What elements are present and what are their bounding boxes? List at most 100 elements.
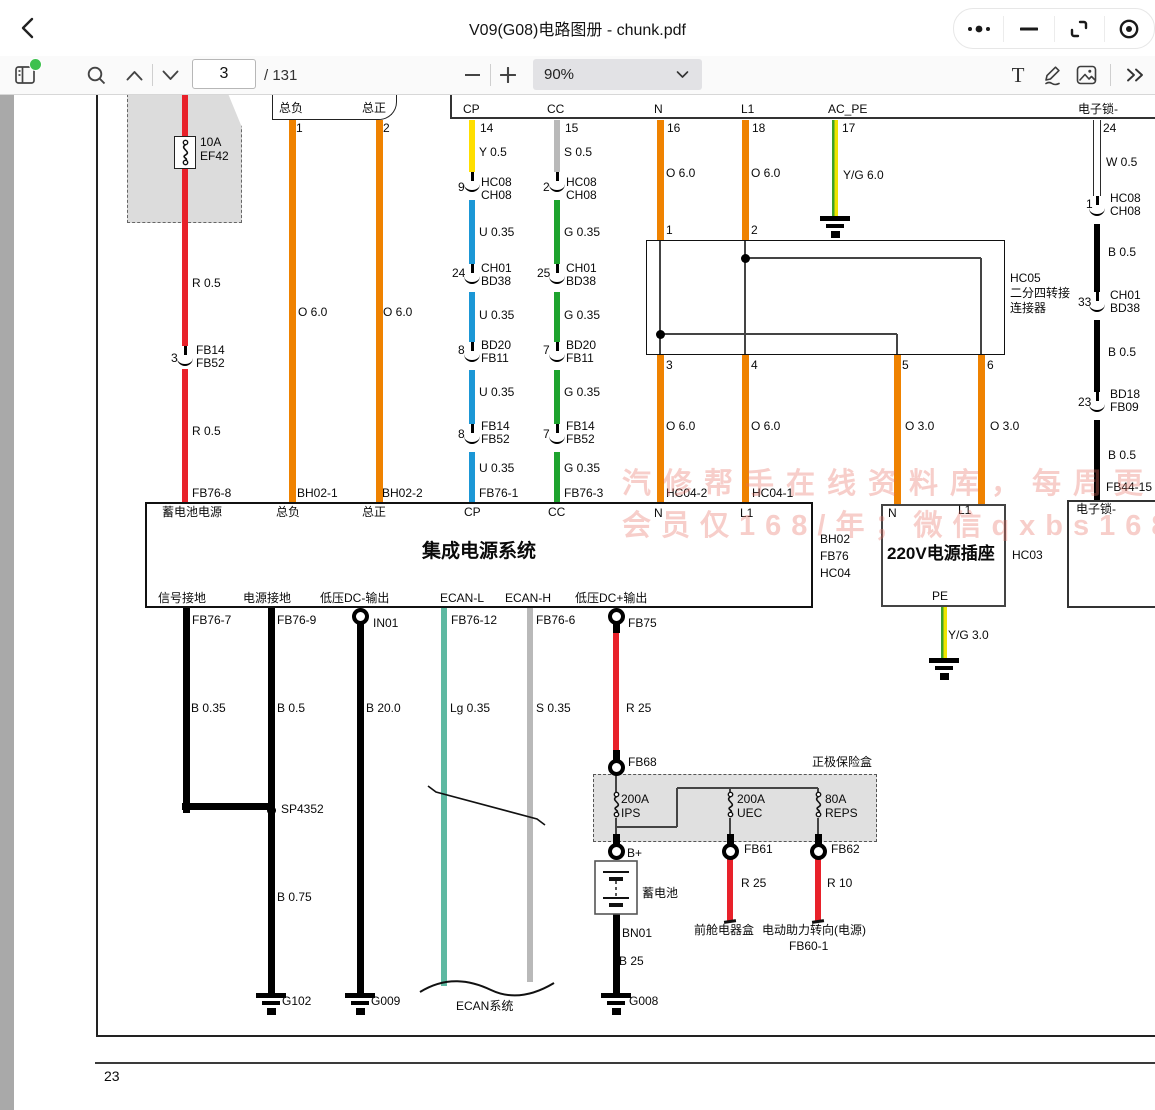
wire-label: 1 — [1086, 197, 1093, 211]
wire-label: 总负 — [279, 101, 304, 115]
wire-label: 15 — [565, 121, 579, 135]
wire-label: 蓄电池电源 — [162, 505, 223, 519]
ring-terminal — [351, 607, 369, 625]
wire-label: FB44-15 — [1106, 480, 1153, 494]
wire-label: FB68 — [628, 755, 657, 769]
page-number-input[interactable] — [192, 59, 256, 89]
ring-terminal — [809, 842, 827, 860]
wire-segment — [182, 802, 274, 810]
wire-label: FB61 — [744, 842, 773, 856]
connector-splice-arc — [464, 436, 480, 444]
wire-label: REPS — [825, 806, 858, 820]
wire-segment — [612, 914, 620, 993]
ground-symbol — [355, 1008, 365, 1015]
thumbnail-panel-icon — [15, 66, 35, 84]
back-button[interactable] — [14, 14, 42, 42]
wire-label: IN01 — [373, 616, 399, 630]
ground-symbol — [351, 1001, 369, 1005]
ground-symbol — [601, 993, 631, 998]
wire-label: FB52 — [566, 432, 595, 446]
wire-segment — [182, 369, 188, 502]
minimize-button[interactable] — [1004, 9, 1053, 48]
wire-label: 25 — [537, 266, 551, 280]
annotate-pen-button[interactable] — [1040, 61, 1066, 89]
ground-symbol — [262, 1001, 280, 1005]
wire-label: O 6.0 — [298, 305, 328, 319]
close-button[interactable] — [1105, 9, 1154, 48]
connector-splice-arc — [549, 276, 565, 284]
wire-segment — [527, 608, 533, 982]
wire-label: 连接器 — [1010, 301, 1047, 315]
float-window-button[interactable] — [1055, 9, 1104, 48]
zoom-level-select[interactable]: 90% — [533, 59, 702, 90]
wire-segment — [1094, 420, 1100, 500]
wire-label: S 0.35 — [536, 701, 571, 715]
box-integrated-power-system — [145, 502, 813, 608]
wire-label: O 3.0 — [905, 419, 935, 433]
wire-label: B 0.5 — [277, 701, 306, 715]
wire-label: FB60-1 — [789, 939, 829, 953]
diagram-frame-bottom — [96, 1035, 1155, 1037]
wire-label: 正极保险盒 — [812, 755, 873, 769]
wire-label: G 0.35 — [564, 225, 601, 239]
more-tools-button[interactable] — [1122, 62, 1150, 88]
wire-label: HC08 — [566, 175, 597, 189]
connector-box-top — [450, 94, 1155, 119]
connector-splice-tick — [470, 424, 474, 433]
zoom-out-button[interactable] — [460, 62, 484, 88]
wire-label: FB62 — [831, 842, 860, 856]
wire-segment — [817, 788, 819, 792]
ground-symbol — [607, 1001, 625, 1005]
sidebar-toggle-button[interactable] — [10, 58, 42, 89]
ring-terminal-stem — [612, 621, 620, 633]
prev-page-button[interactable] — [122, 62, 146, 88]
wire-label: BN01 — [622, 926, 653, 940]
wire-segment — [741, 120, 749, 240]
wire-label: B 0.5 — [1108, 448, 1137, 462]
unread-green-dot — [29, 58, 42, 71]
wire-label: FB14 — [566, 419, 595, 433]
wire-label: R 0.5 — [192, 424, 221, 438]
wire-label: B 20.0 — [366, 701, 401, 715]
wire-label: BD20 — [481, 338, 512, 352]
wire-label: N — [888, 506, 897, 520]
wire-segment — [616, 826, 677, 828]
wire-label: R 25 — [626, 701, 652, 715]
pen-icon — [1045, 66, 1060, 86]
wire-segment — [375, 120, 383, 502]
wire-label: HC04-1 — [752, 486, 794, 500]
wire-segment — [1093, 120, 1101, 196]
wire-label: 3 — [171, 351, 178, 365]
text-tool-button[interactable]: T — [1011, 62, 1025, 87]
integrated-power-system-title: 集成电源系统 — [421, 541, 537, 562]
wire-label: HC03 — [1012, 548, 1043, 562]
wire-label: 9 — [458, 180, 465, 194]
wire-label: 蓄电池 — [642, 886, 679, 900]
wire-label: Y/G 3.0 — [948, 628, 989, 642]
wire-label: FB11 — [481, 351, 509, 365]
ring-terminal-stem — [814, 834, 822, 846]
ring-terminal-stem — [612, 750, 620, 762]
wire-label: 18 — [752, 121, 766, 135]
search-button[interactable] — [83, 62, 109, 88]
wire-label: BH02-2 — [382, 486, 423, 500]
wire-segment — [815, 858, 821, 922]
target-close-icon — [1119, 19, 1139, 38]
wire-label: Y/G 6.0 — [843, 168, 884, 182]
wire-label: 电动助力转向(电源) — [762, 923, 866, 937]
wire-label: R 10 — [827, 876, 853, 890]
zoom-in-button[interactable] — [496, 62, 520, 88]
ground-symbol — [820, 216, 850, 221]
wire-label: ECAN-L — [440, 591, 485, 605]
wire-segment — [977, 355, 985, 504]
image-tool-button[interactable] — [1073, 61, 1099, 89]
connector-splice-arc — [1089, 404, 1105, 412]
wire-label: R 0.5 — [192, 276, 221, 290]
toolbar-divider — [490, 64, 491, 86]
more-menu-button[interactable] — [954, 9, 1003, 48]
wire-label: CC — [548, 505, 566, 519]
wire-label: BD38 — [566, 274, 597, 288]
next-page-button[interactable] — [158, 62, 182, 88]
wire-segment — [469, 120, 475, 172]
